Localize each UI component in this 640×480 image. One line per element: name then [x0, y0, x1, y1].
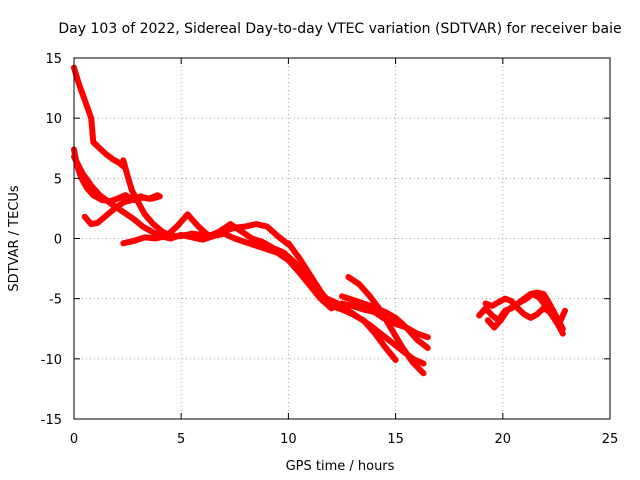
x-axis-label: GPS time / hours	[286, 459, 395, 474]
x-tick-label: 15	[387, 432, 404, 447]
axis-ticks: 0 5 10 15 20 25 -15 -10 -5 0 5 10 15	[41, 52, 619, 447]
series-track-1	[71, 64, 127, 170]
series-track-12	[484, 290, 568, 331]
y-tick-label: 10	[45, 112, 62, 127]
y-tick-label: 0	[54, 233, 62, 248]
x-tick-label: 10	[280, 432, 297, 447]
x-tick-label: 0	[70, 432, 78, 447]
series-track-4	[71, 153, 431, 341]
y-tick-label: -15	[41, 413, 62, 428]
y-tick-label: -10	[41, 353, 62, 368]
y-tick-label: -5	[49, 293, 62, 308]
series-track-5	[81, 192, 161, 228]
x-tick-label: 25	[602, 432, 619, 447]
y-tick-label: 15	[45, 52, 62, 67]
y-tick-label: 5	[54, 172, 62, 187]
y-axis-label: SDTVAR / TECUs	[7, 185, 22, 292]
series-layer	[71, 64, 568, 377]
series-track-8	[345, 274, 427, 377]
series-track-2	[120, 157, 292, 248]
series-track-7	[285, 240, 399, 363]
series-track-9	[339, 293, 431, 351]
x-tick-label: 5	[177, 432, 185, 447]
x-tick-label: 20	[495, 432, 512, 447]
chart-title: Day 103 of 2022, Sidereal Day-to-day VTE…	[58, 21, 621, 37]
